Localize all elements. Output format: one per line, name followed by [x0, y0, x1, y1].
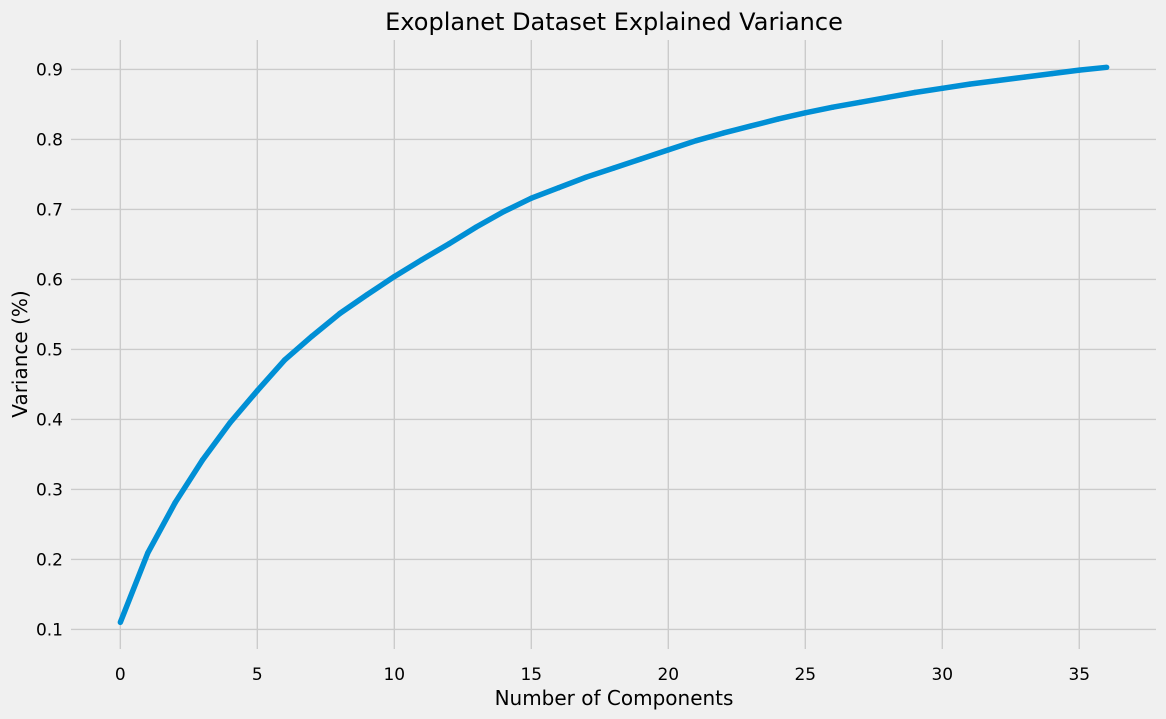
- data-point: [720, 130, 726, 136]
- data-point: [364, 292, 370, 298]
- data-point: [583, 174, 589, 180]
- data-point: [775, 116, 781, 122]
- y-tick-label: 0.8: [36, 130, 63, 150]
- y-tick-label: 0.7: [36, 200, 63, 220]
- grid: [71, 40, 1156, 649]
- y-axis-label: Variance (%): [8, 290, 32, 417]
- data-point: [309, 333, 315, 339]
- x-tick-label: 0: [115, 665, 126, 685]
- data-point: [912, 89, 918, 96]
- y-tick-label: 0.5: [36, 340, 63, 360]
- y-tick-label: 0.9: [36, 60, 63, 80]
- data-point: [254, 388, 261, 394]
- x-tick-label: 20: [657, 665, 679, 685]
- data-point: [1049, 70, 1055, 77]
- data-point: [802, 110, 808, 116]
- y-tick-label: 0.2: [36, 550, 63, 570]
- y-tick-label: 0.4: [36, 410, 63, 430]
- y-tick-label: 0.1: [36, 620, 63, 640]
- data-point: [501, 208, 507, 215]
- data-point: [884, 94, 891, 101]
- data-point: [692, 138, 699, 144]
- data-point: [473, 224, 480, 230]
- x-tick-label: 15: [520, 665, 542, 685]
- data-point: [665, 147, 671, 153]
- data-point: [1076, 67, 1082, 73]
- data-point: [419, 257, 425, 263]
- data-point: [556, 185, 562, 191]
- data-point: [939, 85, 945, 92]
- data-point: [638, 156, 644, 162]
- x-tick-label: 25: [794, 665, 816, 685]
- data-point: [446, 241, 452, 247]
- data-point: [172, 500, 178, 506]
- tick-labels: 0 5 10 15 20 25 30 35 0.1 0.2 0.3 0.4 0.5 0.6 0.7 0.8 0.…: [36, 60, 1090, 685]
- y-tick-label: 0.6: [36, 270, 63, 290]
- data-point: [1103, 64, 1110, 71]
- data-point: [747, 123, 754, 129]
- data-point: [829, 104, 836, 110]
- data-point: [117, 619, 124, 626]
- series-layer: [117, 64, 1110, 626]
- chart-title: Exoplanet Dataset Explained Variance: [385, 8, 843, 36]
- data-point: [336, 311, 343, 317]
- data-point: [199, 457, 206, 463]
- data-point: [282, 357, 288, 363]
- data-point: [610, 165, 617, 171]
- data-point: [391, 273, 398, 280]
- data-point: [966, 81, 973, 87]
- data-point: [528, 195, 535, 201]
- data-point: [994, 77, 1000, 84]
- x-tick-label: 5: [252, 665, 263, 685]
- x-tick-label: 35: [1068, 665, 1090, 685]
- x-tick-label: 10: [383, 665, 405, 685]
- x-tick-label: 30: [931, 665, 953, 685]
- data-point: [1021, 74, 1028, 80]
- data-point: [857, 99, 863, 106]
- x-axis-label: Number of Components: [495, 686, 734, 710]
- data-point: [227, 420, 233, 426]
- y-tick-label: 0.3: [36, 480, 63, 500]
- data-point: [145, 550, 151, 556]
